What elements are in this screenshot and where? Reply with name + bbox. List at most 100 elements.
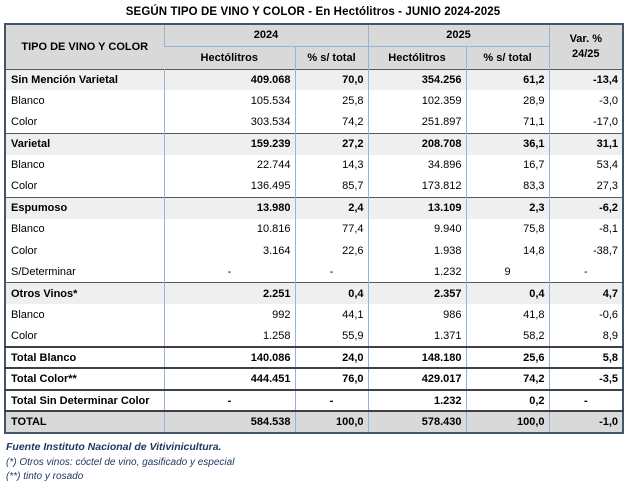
cell-value: 354.256 (367, 69, 467, 91)
cell-value: 409.068 (163, 69, 295, 91)
cell-value: 16,7 (465, 154, 550, 176)
cell-value: -6,2 (548, 197, 624, 219)
cell-value: -38,7 (548, 240, 624, 262)
table-row: Total Sin Determinar Color - -1.232 0,2- (5, 389, 624, 412)
cell-value: 70,0 (294, 69, 369, 91)
cell-value: 2.251 (163, 282, 295, 305)
cell-value: 22,6 (294, 240, 369, 262)
cell-value: 1.232 (367, 261, 467, 283)
cell-value: 148.180 (367, 347, 467, 369)
cell-value: 9.940 (367, 218, 467, 241)
cell-value: 24,0 (294, 347, 369, 369)
cell-value: 75,8 (465, 218, 550, 241)
cell-value: 10.816 (163, 218, 295, 241)
cell-value: 58,2 (465, 325, 550, 348)
cell-value: - (163, 389, 295, 412)
cell-value: 0,4 (294, 282, 369, 305)
cell-value: 77,4 (294, 218, 369, 241)
wine-type-color-table: TIPO DE VINO Y COLOR 2024 2025 Var. % 24… (4, 23, 625, 434)
cell-value: 208.708 (367, 133, 467, 155)
header-year-2025: 2025 (367, 24, 550, 46)
cell-value: 25,8 (294, 90, 369, 112)
row-label: Color (5, 111, 164, 134)
table-row: Color 1.258 55,9 1.371 58,2 8,9 (5, 325, 624, 348)
cell-value: 584.538 (163, 411, 295, 433)
cell-value: 61,2 (465, 69, 550, 91)
cell-value: 71,1 (465, 111, 550, 134)
header-pct-total-2025: % s/ total (465, 45, 550, 69)
cell-value: 100,0 (465, 411, 550, 433)
cell-value: 1.232 (367, 389, 467, 412)
cell-value: 1.938 (367, 240, 467, 262)
table-row: Blanco 992 44,1 986 41,8 -0,6 (5, 304, 624, 326)
cell-value: -0,6 (548, 304, 624, 326)
header-hectolitros-2024: Hectólitros (164, 45, 295, 69)
cell-value: - (294, 261, 369, 283)
header-tipo-de-vino: TIPO DE VINO Y COLOR (5, 24, 164, 69)
table-row: Color 136.495 85,7 173.812 83,3 27,3 (5, 175, 624, 198)
cell-value: -1,0 (548, 411, 624, 433)
cell-value: - (548, 389, 624, 412)
cell-value: 34.896 (367, 154, 467, 176)
row-label: Sin Mención Varietal (5, 69, 164, 91)
cell-value: 0,2 (465, 389, 550, 412)
row-label: Total Color** (5, 368, 164, 390)
header-row-years: TIPO DE VINO Y COLOR 2024 2025 Var. % 24… (5, 24, 624, 69)
row-label: Espumoso (5, 197, 164, 219)
page-title: SEGÚN TIPO DE VINO Y COLOR - En Hectólit… (125, 6, 501, 18)
cell-value: 14,8 (465, 240, 550, 262)
row-label: Color (5, 240, 164, 262)
cell-value: 1.371 (367, 325, 467, 348)
source-note: Fuente Instituto Nacional de Vitivinicul… (6, 440, 222, 453)
header-row-measures: Hectólitros % s/ total Hectólitros % s/ … (5, 45, 623, 69)
cell-value: - (294, 389, 369, 412)
cell-value: 53,4 (548, 154, 624, 176)
cell-value: 13.980 (163, 197, 295, 219)
cell-value: - (548, 261, 624, 283)
cell-value: -3,0 (548, 90, 624, 112)
header-var-pct: Var. % 24/25 (548, 24, 624, 69)
row-label: Blanco (5, 218, 164, 241)
cell-value: 28,9 (465, 90, 550, 112)
cell-value: 74,2 (294, 111, 369, 134)
table-row: TOTAL 584.538 100,0 578.430 100,0 -1,0 (5, 411, 624, 433)
table-row: Color 303.534 74,2 251.897 71,1 -17,0 (5, 111, 624, 134)
cell-value: -13,4 (548, 69, 624, 91)
cell-value: 2,4 (294, 197, 369, 219)
cell-value: -8,1 (548, 218, 624, 241)
header-hectolitros-2025: Hectólitros (367, 45, 467, 69)
table-body: Sin Mención Varietal 409.068 70,0 354.256 61… (5, 69, 624, 433)
cell-value: 41,8 (465, 304, 550, 326)
cell-value: 76,0 (294, 368, 369, 390)
cell-value: - (163, 261, 295, 283)
cell-value: 13.109 (367, 197, 467, 219)
cell-value: 1.258 (163, 325, 295, 348)
row-label: Color (5, 325, 164, 348)
cell-value: 83,3 (465, 175, 550, 198)
cell-value: 36,1 (465, 133, 550, 155)
cell-value: -17,0 (548, 111, 624, 134)
footnote-tinto-rosado: (**) tinto y rosado (6, 470, 84, 482)
cell-value: 44,1 (294, 304, 369, 326)
cell-value: 140.086 (163, 347, 295, 369)
table-row: Varietal 159.239 27,2 208.708 36,1 31,1 (5, 133, 624, 155)
cell-value: 578.430 (367, 411, 467, 433)
cell-value: 2,3 (465, 197, 550, 219)
table-row: Blanco 22.744 14,3 34.896 16,7 53,4 (5, 154, 624, 176)
row-label: Color (5, 175, 164, 198)
footnotes: Fuente Instituto Nacional de Vitivinicul… (6, 441, 626, 482)
row-label: Blanco (5, 154, 164, 176)
table-row: Espumoso 13.980 2,4 13.109 2,3 -6,2 (5, 197, 624, 219)
cell-value: 173.812 (367, 175, 467, 198)
row-label: Blanco (5, 304, 164, 326)
cell-value: 31,1 (548, 133, 624, 155)
row-label: Total Blanco (5, 347, 164, 369)
cell-value: 4,7 (548, 282, 624, 305)
table-row: Total Color** 444.451 76,0 429.017 74,2 -3,5 (5, 368, 624, 390)
cell-value: 27,3 (548, 175, 624, 198)
cell-value: 303.534 (163, 111, 295, 134)
table-row: Otros Vinos* 2.251 0,4 2.357 0,4 4,7 (5, 282, 624, 305)
table-header: TIPO DE VINO Y COLOR 2024 2025 Var. % 24… (5, 24, 624, 69)
cell-value: 8,9 (548, 325, 624, 348)
table-row: Blanco 10.816 77,4 9.940 75,8 -8,1 (5, 218, 624, 241)
